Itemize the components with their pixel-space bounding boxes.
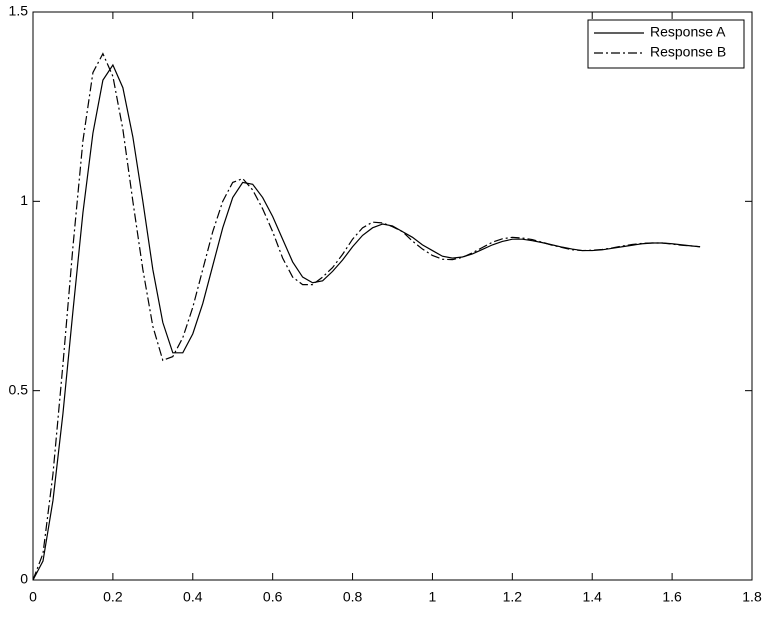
plot-frame (32, 11, 753, 581)
x-tick-label: 0.8 (343, 589, 363, 605)
x-tick-label: 1.2 (503, 589, 523, 605)
x-tick-label: 1.6 (662, 589, 682, 605)
x-tick-label: 0.6 (263, 589, 283, 605)
legend: Response A Response B (587, 19, 745, 69)
x-tick-label: 0.4 (183, 589, 203, 605)
x-tick-label: 1.8 (742, 589, 762, 605)
y-tick-label: 1.5 (9, 3, 29, 19)
y-tick-label: 0 (20, 571, 28, 587)
legend-box (587, 19, 745, 69)
y-tick-label: 0.5 (9, 381, 29, 397)
x-tick-label: 1 (429, 589, 437, 605)
x-tick-label: 0.2 (103, 589, 123, 605)
legend-label: Response B (650, 44, 726, 60)
line-series (32, 52, 701, 581)
legend-label: Response A (650, 24, 726, 40)
y-tick-label: 1 (20, 192, 28, 208)
x-tick-label: 0 (29, 589, 37, 605)
x-tick-label: 1.4 (582, 589, 602, 605)
